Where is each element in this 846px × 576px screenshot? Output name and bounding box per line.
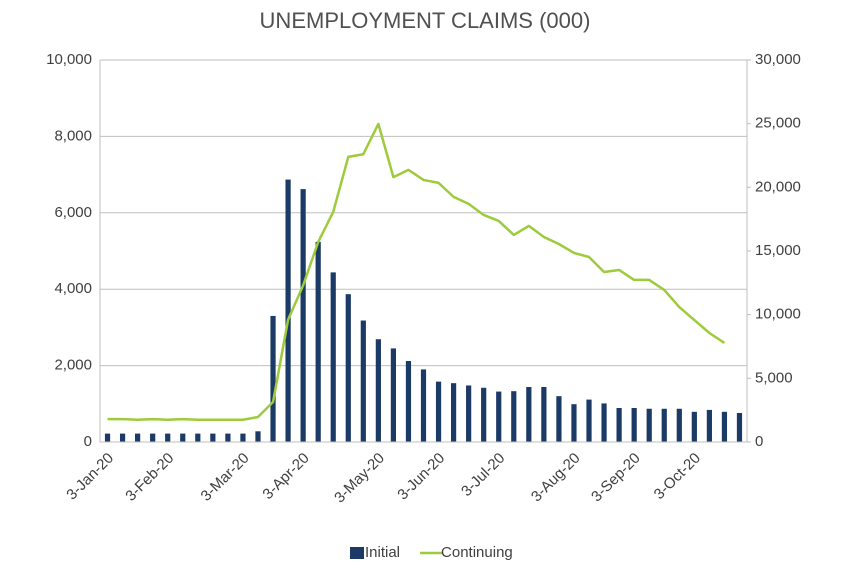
y-tick-label: 4,000 bbox=[54, 280, 92, 297]
bar bbox=[165, 433, 171, 442]
bar bbox=[676, 408, 682, 442]
bar bbox=[706, 409, 712, 442]
bar bbox=[556, 396, 562, 442]
bar bbox=[466, 385, 472, 442]
bar bbox=[721, 411, 728, 442]
bar bbox=[390, 348, 397, 442]
bar bbox=[195, 433, 201, 442]
bar bbox=[300, 189, 306, 442]
bar bbox=[330, 272, 336, 442]
y2-tick-label: 15,000 bbox=[755, 242, 801, 259]
x-tick-label: 3-Jan-20 bbox=[63, 450, 117, 504]
legend-swatch bbox=[350, 547, 364, 559]
y2-tick-label: 5,000 bbox=[755, 369, 793, 386]
bar bbox=[119, 433, 126, 442]
bar bbox=[661, 408, 667, 442]
y-tick-label: 6,000 bbox=[54, 204, 92, 221]
bar bbox=[631, 408, 637, 442]
bar bbox=[691, 411, 697, 442]
y2-tick-label: 10,000 bbox=[755, 306, 801, 323]
bar bbox=[180, 433, 186, 442]
bar bbox=[571, 404, 577, 442]
y2-tick-label: 30,000 bbox=[755, 51, 801, 68]
legend-label: Continuing bbox=[441, 544, 513, 561]
bar bbox=[225, 433, 231, 442]
y-tick-label: 0 bbox=[84, 433, 92, 450]
bar bbox=[345, 294, 351, 442]
y-tick-label: 2,000 bbox=[54, 357, 92, 374]
x-tick-label: 3-Sep-20 bbox=[588, 450, 644, 506]
bar bbox=[646, 408, 652, 442]
y2-tick-label: 0 bbox=[755, 433, 763, 450]
x-tick-label: 3-Jul-20 bbox=[458, 450, 508, 500]
bar bbox=[285, 179, 291, 443]
x-tick-label: 3-Aug-20 bbox=[528, 450, 584, 506]
bar bbox=[240, 433, 246, 442]
bar bbox=[270, 315, 276, 442]
bar bbox=[541, 386, 547, 442]
bar bbox=[135, 433, 141, 442]
bar bbox=[255, 431, 261, 442]
y2-tick-label: 25,000 bbox=[755, 115, 801, 132]
bar bbox=[511, 391, 517, 442]
bar bbox=[150, 433, 156, 442]
bar bbox=[601, 403, 607, 442]
y-tick-label: 10,000 bbox=[46, 51, 92, 68]
bar bbox=[616, 408, 622, 442]
y2-tick-label: 20,000 bbox=[755, 178, 801, 195]
x-tick-label: 3-Mar-20 bbox=[198, 450, 253, 505]
bar bbox=[315, 241, 321, 442]
x-tick-label: 3-May-20 bbox=[331, 450, 388, 507]
x-tick-label: 3-Apr-20 bbox=[259, 450, 312, 503]
bar bbox=[526, 386, 532, 442]
legend-label: Initial bbox=[365, 544, 400, 561]
bar bbox=[736, 412, 743, 442]
x-tick-label: 3-Oct-20 bbox=[651, 450, 704, 503]
bar bbox=[104, 433, 111, 442]
bar bbox=[586, 399, 592, 442]
x-tick-label: 3-Feb-20 bbox=[122, 450, 177, 505]
bar bbox=[496, 391, 502, 442]
bar bbox=[405, 361, 412, 442]
bar bbox=[210, 433, 216, 442]
bar bbox=[450, 383, 457, 442]
chart-title: UNEMPLOYMENT CLAIMS (000) bbox=[260, 8, 591, 33]
bar bbox=[420, 369, 427, 442]
line bbox=[107, 122, 726, 421]
x-tick-label: 3-Jun-20 bbox=[394, 450, 448, 504]
bar bbox=[435, 381, 442, 442]
bar bbox=[375, 339, 381, 442]
bar bbox=[481, 387, 487, 442]
y-tick-label: 8,000 bbox=[54, 127, 92, 144]
bar bbox=[360, 320, 366, 442]
